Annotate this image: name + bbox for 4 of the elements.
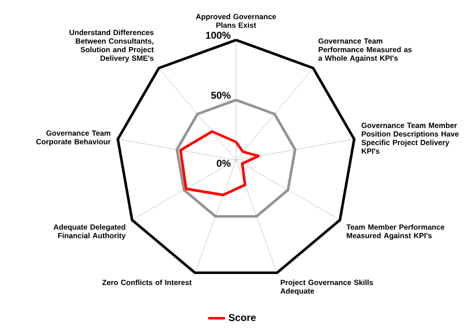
y-tick-label: 50% bbox=[211, 92, 231, 99]
y-tick-label: 100% bbox=[206, 32, 231, 39]
legend-label: Score bbox=[228, 314, 256, 322]
y-tick-label: 0% bbox=[216, 160, 231, 167]
